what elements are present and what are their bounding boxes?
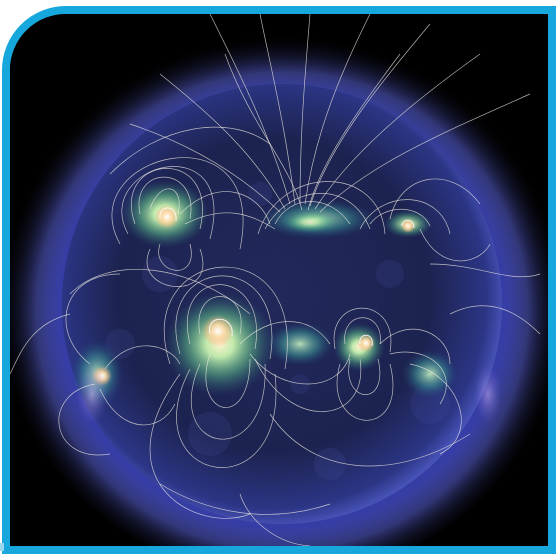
image-frame: [2, 6, 556, 554]
frame-corner-mark: [0, 543, 4, 551]
sun-image: [10, 14, 548, 546]
